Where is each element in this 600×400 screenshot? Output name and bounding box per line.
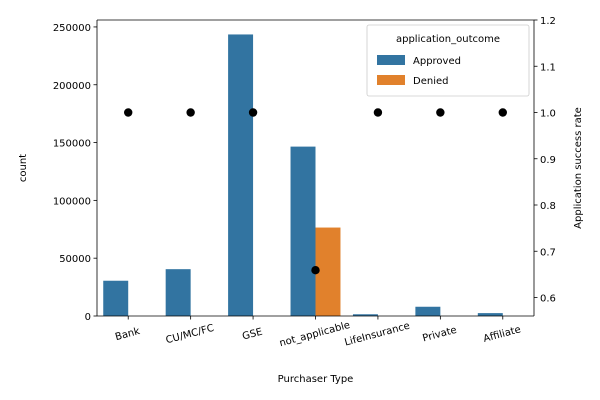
y2-tick-label: 0.9 [540,155,556,166]
x-tick-label: Bank [114,326,141,343]
x-tick-label: Affiliate [482,324,522,345]
y2-tick-label: 1.1 [540,62,556,73]
success-rate-point [124,108,133,117]
x-axis-label: Purchaser Type [278,374,354,385]
legend: application_outcome Approved Denied [366,24,530,97]
x-tick-label: GSE [241,327,264,343]
legend-label-denied: Denied [413,76,448,87]
y-tick-label: 100000 [53,196,91,207]
y-axis-label: count [18,154,29,182]
x-tick-label: LifeInsurance [343,321,411,349]
bar [352,314,378,316]
y-tick-label: 0 [85,312,91,323]
bar [228,34,254,316]
legend-title: application_outcome [396,34,500,45]
bar [103,280,129,316]
bar [165,269,191,316]
success-rate-point [311,266,320,275]
y-axis-ticks: 0 50000 100000 150000 200000 250000 [53,23,97,323]
y2-tick-label: 0.8 [540,201,556,212]
bar [315,227,341,316]
legend-label-approved: Approved [413,56,461,67]
bar [290,146,316,316]
y2-axis-ticks: 0.6 0.7 0.8 0.9 1.0 1.1 1.2 [534,16,556,305]
legend-swatch-denied [377,75,405,85]
x-tick-label: Private [421,325,458,345]
success-rate-point [436,108,445,117]
x-axis-ticks: Bank CU/MC/FC GSE not_applicableLifeInsuran… [114,316,522,349]
success-rate-point [498,108,507,117]
bar [477,313,503,316]
success-rate-point [186,108,195,117]
y2-tick-label: 0.6 [540,294,556,305]
success-rate-point [248,108,258,117]
bar [415,306,441,316]
y2-tick-label: 1.2 [540,16,556,27]
y-tick-label: 250000 [53,23,91,34]
x-tick-label: CU/MC/FC [165,323,216,346]
y2-axis-label: Application success rate [573,107,584,229]
bar-layer [103,34,503,316]
y-tick-label: 50000 [59,254,91,265]
y2-tick-label: 1.0 [540,109,556,120]
success-rate-point [373,108,383,117]
legend-swatch-approved [377,55,405,65]
y-tick-label: 150000 [53,139,91,150]
y-tick-label: 200000 [53,81,91,92]
x-tick-label: not_applicable [278,320,351,349]
y2-tick-label: 0.7 [540,247,556,258]
success-rate-points [124,108,507,275]
legend-frame [366,24,530,97]
